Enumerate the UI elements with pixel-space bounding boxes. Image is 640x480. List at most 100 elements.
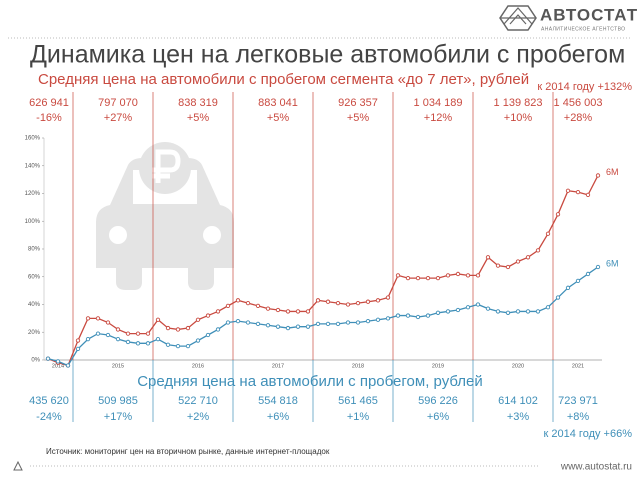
- point: [85, 337, 91, 342]
- point: [225, 320, 231, 325]
- point: [155, 317, 161, 322]
- point: [65, 363, 71, 368]
- point: [315, 321, 321, 327]
- point: [345, 302, 351, 307]
- x-tick-label: 2014: [52, 363, 64, 369]
- top-price: 838 319: [178, 97, 218, 109]
- point: [375, 317, 381, 322]
- point: [475, 273, 481, 278]
- car-icon: [96, 142, 234, 290]
- point: [265, 306, 271, 311]
- point: [275, 324, 281, 329]
- point: [545, 305, 551, 310]
- point: [125, 331, 131, 336]
- bottom-price: 723 971: [558, 395, 598, 407]
- top-price: 626 941: [29, 97, 69, 109]
- point: [485, 255, 491, 260]
- point: [285, 325, 291, 331]
- point: [555, 212, 561, 217]
- point: [95, 316, 101, 321]
- point: [75, 346, 81, 352]
- bottom-price: 554 818: [258, 395, 298, 407]
- source: Источник: мониторинг цен на вторичном ры…: [46, 447, 330, 456]
- point: [145, 331, 151, 336]
- point: [45, 356, 51, 361]
- point: [335, 321, 341, 327]
- point: [435, 310, 441, 315]
- point: [585, 271, 591, 277]
- x-tick-label: 2017: [272, 363, 284, 369]
- point: [575, 278, 581, 284]
- bottom-change: +8%: [567, 411, 590, 423]
- point: [135, 341, 141, 346]
- y-tick-label: 160%: [25, 136, 41, 142]
- point: [385, 295, 391, 300]
- point: [255, 321, 261, 327]
- y-tick-label: 60%: [28, 274, 41, 280]
- point: [115, 337, 121, 342]
- bottom-change: +6%: [267, 411, 290, 423]
- point: [85, 316, 91, 321]
- point: [515, 309, 521, 314]
- bottom-change: +1%: [347, 411, 370, 423]
- car-body: [96, 158, 234, 290]
- car-light: [203, 226, 221, 244]
- y-tick-label: 20%: [28, 330, 41, 336]
- logo: АВТОСТАТ АНАЛИТИЧЕСКОЕ АГЕНТСТВО: [499, 5, 637, 32]
- point: [165, 342, 171, 347]
- bottom-price: 561 465: [338, 395, 378, 407]
- top-total: к 2014 году +132%: [537, 81, 632, 93]
- bottom-price: 614 102: [498, 395, 538, 407]
- point: [415, 314, 421, 320]
- end-label: 6M: [606, 167, 619, 177]
- car-light: [109, 226, 127, 244]
- point: [425, 313, 431, 318]
- top-change: -16%: [36, 112, 62, 124]
- point: [535, 309, 541, 314]
- point: [235, 298, 241, 303]
- point: [485, 306, 491, 311]
- y-tick-label: 140%: [25, 163, 41, 169]
- point: [265, 323, 271, 328]
- point: [275, 307, 281, 313]
- point: [445, 273, 451, 278]
- point: [575, 189, 581, 195]
- top-change: +12%: [424, 112, 453, 124]
- point: [565, 188, 571, 193]
- point: [465, 273, 471, 278]
- point: [305, 324, 311, 329]
- point: [135, 331, 141, 336]
- x-tick-label: 2021: [572, 363, 584, 369]
- subtitle: Средняя цена на автомобили с пробегом се…: [38, 71, 529, 88]
- point: [255, 303, 261, 309]
- y-tick-label: 100%: [25, 219, 41, 225]
- ruble-sign: [152, 149, 181, 183]
- y-tick-label: 80%: [28, 247, 41, 253]
- point: [425, 275, 431, 281]
- point: [465, 305, 471, 310]
- end-label: 6M: [606, 258, 619, 268]
- footer-icon: [13, 460, 23, 471]
- point: [355, 320, 361, 325]
- point: [525, 255, 531, 260]
- bottom-change: -24%: [36, 411, 62, 423]
- top-price: 797 070: [98, 97, 138, 109]
- top-price: 1 456 003: [554, 97, 603, 109]
- point: [105, 320, 111, 325]
- point: [595, 173, 601, 178]
- point: [155, 337, 161, 342]
- y-tick-label: 40%: [28, 302, 41, 308]
- point: [315, 298, 321, 303]
- point: [435, 275, 441, 281]
- top-change: +5%: [347, 112, 370, 124]
- point: [235, 318, 241, 324]
- point: [505, 264, 511, 270]
- point: [545, 231, 551, 236]
- bottom-price: 596 226: [418, 395, 458, 407]
- point: [205, 313, 211, 318]
- point: [405, 275, 411, 281]
- brand-tagline: АНАЛИТИЧЕСКОЕ АГЕНТСТВО: [541, 26, 625, 32]
- point: [455, 271, 461, 277]
